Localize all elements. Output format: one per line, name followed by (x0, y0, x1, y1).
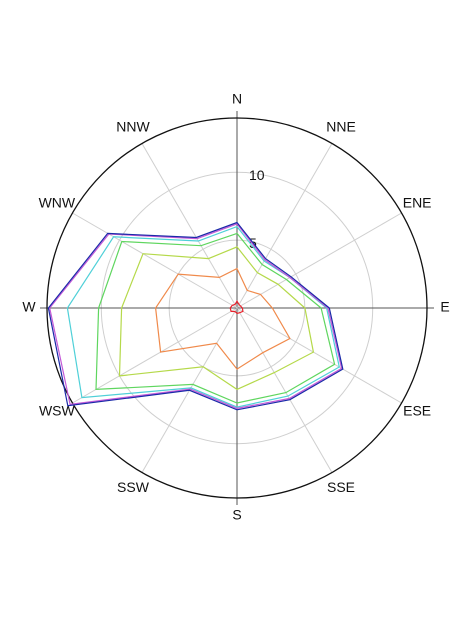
spoke (236, 143, 333, 309)
spoke (141, 143, 238, 309)
outer-circle (46, 117, 428, 499)
series-line (66, 225, 340, 408)
direction-label: SSW (117, 479, 150, 495)
direction-label: ENE (403, 195, 432, 211)
spoke (236, 212, 402, 309)
direction-label: WSW (39, 403, 76, 419)
direction-label: S (232, 507, 241, 523)
spoke (236, 307, 333, 473)
series-line (229, 300, 244, 315)
direction-label: W (22, 299, 36, 315)
series-line (118, 246, 315, 391)
spoke (72, 212, 238, 309)
r-tick-label: 10 (249, 167, 265, 183)
direction-label: NNW (116, 119, 150, 135)
spoke (236, 307, 402, 404)
direction-label: ESE (403, 403, 431, 419)
series-line (47, 221, 344, 411)
direction-label: E (440, 299, 449, 315)
direction-label: SSE (327, 479, 355, 495)
direction-label: NNE (326, 119, 356, 135)
spoke (72, 307, 238, 404)
direction-label: N (232, 91, 242, 107)
series-line (154, 267, 291, 370)
series-line (95, 232, 336, 404)
direction-label: WNW (39, 195, 76, 211)
